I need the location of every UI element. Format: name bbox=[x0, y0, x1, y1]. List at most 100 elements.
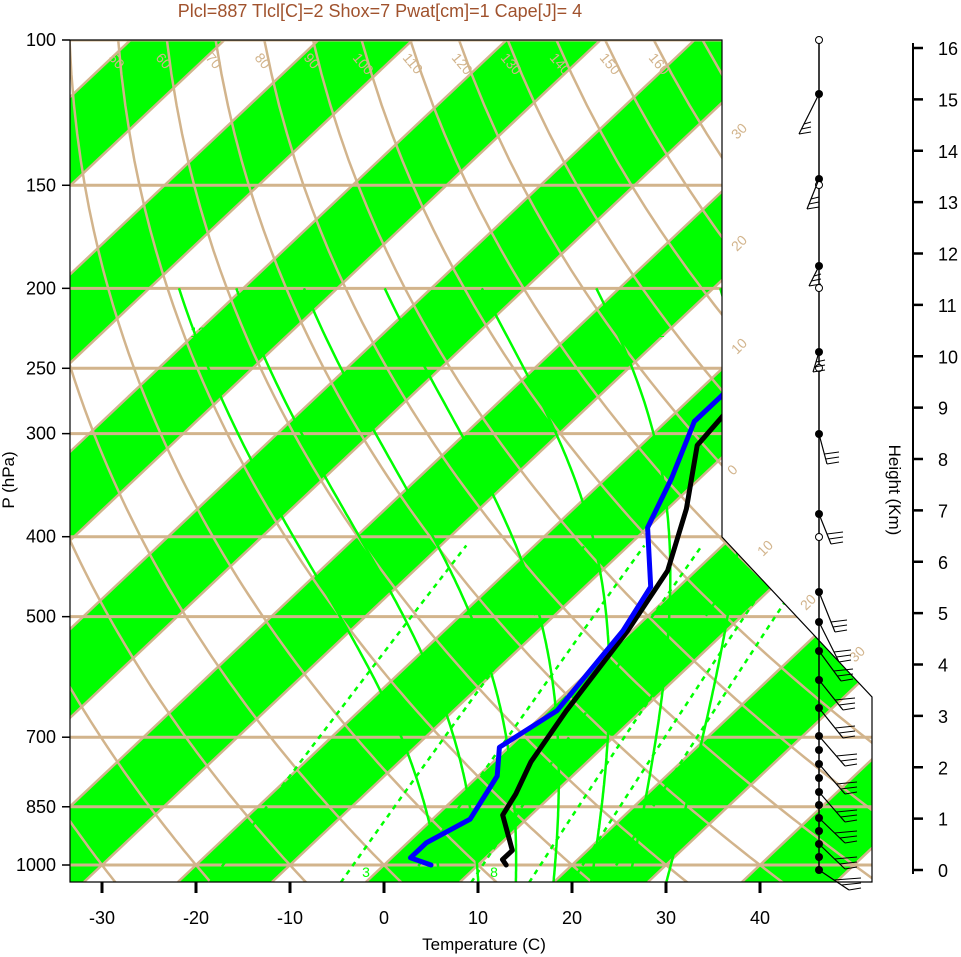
x-tick-label: -10 bbox=[277, 908, 303, 928]
wind-barb-flag bbox=[826, 531, 844, 535]
wind-barb-flag bbox=[839, 861, 858, 865]
height-tick-label: 7 bbox=[938, 501, 948, 521]
wind-barb-flag bbox=[838, 702, 856, 706]
wind-barb-flag bbox=[814, 364, 826, 368]
wind-calm-circle bbox=[815, 533, 823, 541]
wind-barb-flag bbox=[813, 273, 822, 277]
isotherm-line bbox=[70, 40, 696, 882]
wind-barb-flag bbox=[844, 791, 858, 795]
wind-barb-flag bbox=[838, 730, 856, 734]
wind-barbs bbox=[798, 36, 862, 891]
height-tick-label: 6 bbox=[938, 553, 948, 573]
isotherm-line bbox=[70, 40, 226, 882]
moist-adiabat bbox=[595, 287, 672, 882]
isotherm-label: 10 bbox=[728, 335, 750, 357]
height-tick-label: 5 bbox=[938, 604, 948, 624]
wind-barb-flag bbox=[848, 887, 862, 891]
plot-border bbox=[69, 39, 873, 883]
dry-adiabat bbox=[70, 40, 212, 882]
height-tick-label: 10 bbox=[938, 347, 958, 367]
wind-barb-flag bbox=[830, 619, 848, 623]
isotherm-band bbox=[177, 40, 872, 882]
y-axis-label: P (hPa) bbox=[0, 451, 18, 508]
isotherm-line bbox=[70, 40, 320, 882]
height-tick-label: 1 bbox=[938, 810, 948, 830]
mixing-ratio-label: 8 bbox=[490, 864, 498, 880]
wind-barb-flag bbox=[840, 678, 854, 682]
wind-barb-flag bbox=[826, 461, 840, 465]
wind-barb-flag bbox=[841, 882, 862, 886]
isotherm-line bbox=[177, 40, 872, 882]
dry-adiabat bbox=[70, 40, 403, 882]
height-tick-label: 4 bbox=[938, 656, 948, 676]
wind-barb-flag bbox=[812, 369, 826, 373]
wind-barb-flag bbox=[808, 201, 820, 205]
height-tick-label: 9 bbox=[938, 399, 948, 419]
wind-barb bbox=[818, 591, 836, 633]
y-tick-label: 200 bbox=[26, 278, 56, 298]
chart-title: Plcl=887 Tlcl[C]=2 Shox=7 Pwat[cm]=1 Cap… bbox=[178, 1, 582, 21]
wind-barb-flag bbox=[840, 814, 858, 818]
wind-barb-flag bbox=[837, 673, 854, 677]
wind-barb-flag bbox=[838, 659, 852, 663]
isotherm-line bbox=[70, 40, 508, 882]
dry-adiabat bbox=[798, 40, 872, 882]
height-tick-label: 15 bbox=[938, 90, 958, 110]
wind-barb-flag bbox=[810, 196, 820, 200]
x-tick-label: -30 bbox=[89, 908, 115, 928]
wind-barb-flag bbox=[836, 753, 858, 757]
wind-barb-flag bbox=[833, 877, 862, 881]
moist-adiabat-label: 24 bbox=[440, 324, 456, 340]
mixing-ratio-line bbox=[208, 544, 468, 882]
wind-barb-flag bbox=[815, 359, 826, 363]
wind-calm-circle bbox=[815, 36, 823, 44]
moist-adiabat bbox=[177, 287, 442, 882]
mixing-ratio-label: 3 bbox=[362, 864, 370, 880]
height-tick-label: 12 bbox=[938, 245, 958, 265]
wind-barb-flag bbox=[834, 856, 858, 860]
wind-barb bbox=[818, 735, 846, 767]
wind-barb bbox=[818, 817, 846, 844]
x-tick-label: 20 bbox=[562, 908, 582, 928]
wind-barb-flag bbox=[833, 649, 852, 653]
height-tick-label: 14 bbox=[938, 142, 958, 162]
moist-adiabat bbox=[383, 287, 561, 882]
isotherm-band bbox=[70, 40, 789, 882]
dry-adiabat bbox=[506, 40, 872, 882]
mixing-ratio-line bbox=[528, 544, 756, 882]
height-tick-label: 2 bbox=[938, 758, 948, 778]
mixing-ratio-lines bbox=[208, 544, 824, 882]
y-tick-label: 150 bbox=[26, 175, 56, 195]
wind-barb-flag bbox=[825, 456, 840, 460]
wind-barb-flag bbox=[806, 206, 820, 210]
wind-barb-flag bbox=[798, 131, 812, 135]
mixing-ratio-line bbox=[405, 544, 646, 882]
dry-adiabat bbox=[311, 40, 872, 882]
wind-barb-flag bbox=[840, 786, 858, 790]
wind-dot bbox=[815, 801, 823, 809]
isotherm-line bbox=[647, 40, 872, 882]
wind-barb-flag bbox=[839, 835, 858, 839]
mixing-ratio-line bbox=[570, 544, 794, 882]
dry-adiabat bbox=[360, 40, 872, 882]
x-tick-label: 10 bbox=[468, 908, 488, 928]
isotherm-label: 30 bbox=[728, 120, 750, 142]
wind-barb-flag bbox=[833, 668, 854, 672]
dry-adiabat bbox=[457, 40, 872, 882]
wind-barb-flag bbox=[836, 781, 858, 785]
y-tick-label: 300 bbox=[26, 424, 56, 444]
y-tick-label: 850 bbox=[26, 797, 56, 817]
x-tick-label: 40 bbox=[750, 908, 770, 928]
dry-adiabat bbox=[946, 40, 961, 883]
y-tick-label: 700 bbox=[26, 727, 56, 747]
wind-barb bbox=[818, 843, 846, 870]
plot-area bbox=[70, 40, 961, 883]
wind-barb bbox=[818, 707, 844, 739]
dry-adiabat-label: 150 bbox=[597, 50, 624, 78]
wind-barb-flag bbox=[830, 541, 844, 545]
wind-barb-flag bbox=[836, 809, 858, 813]
y-tick-label: 100 bbox=[26, 30, 56, 50]
isotherm-label: 0 bbox=[724, 461, 741, 478]
x-tick-label: 30 bbox=[656, 908, 676, 928]
